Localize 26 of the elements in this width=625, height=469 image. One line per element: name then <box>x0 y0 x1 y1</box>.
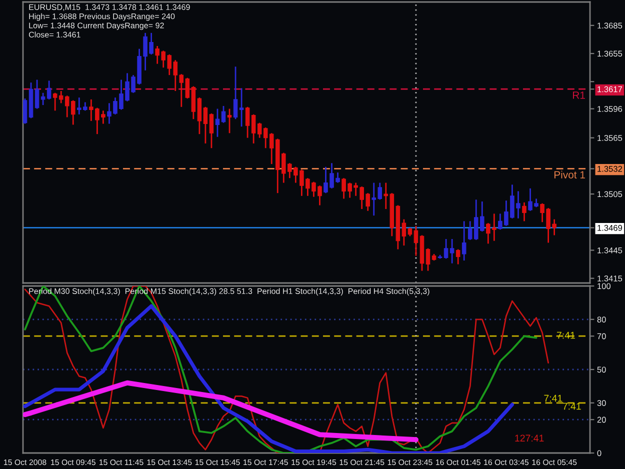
y-tick-label: 1.3469 <box>598 224 622 231</box>
annotation: 127:41 <box>515 434 544 442</box>
y-tick-label: 1.3655 <box>598 50 622 57</box>
y-tick-label: 1.3617 <box>598 86 622 92</box>
annotation: 7:41 <box>562 402 581 410</box>
y-tick-label: 0 <box>597 450 602 456</box>
y-tick-label: 70 <box>597 333 606 340</box>
annotation: Low= 1.3448 Current DaysRange= 92 <box>29 22 164 30</box>
annotation: 7:41 <box>544 394 562 402</box>
annotation: High= 1.3688 Previous DaysRange= 240 <box>29 13 175 21</box>
y-tick-label: 1.3505 <box>598 191 622 198</box>
y-tick-label: 1.3445 <box>598 247 622 254</box>
chart-title: EURUSD,M15 1.3473 1.3478 1.3461 1.3469 <box>29 4 190 11</box>
y-tick-label: 1.3532 <box>598 166 622 172</box>
y-tick-label: 30 <box>597 400 606 406</box>
annotation: Close= 1.3461 <box>28 32 80 38</box>
y-tick-label: 80 <box>597 316 606 322</box>
y-tick-label: 1.3565 <box>598 135 622 141</box>
y-tick-label: 50 <box>597 366 606 373</box>
y-tick-label: 100 <box>598 283 611 290</box>
ref-line-label: Pivot 1 <box>554 170 585 178</box>
y-tick-label: 1.3685 <box>598 22 622 29</box>
y-tick-label: 1.3415 <box>598 276 622 282</box>
y-tick-label: 20 <box>597 416 606 423</box>
ref-line-label: R1 <box>573 92 585 99</box>
y-tick-label: 1.3596 <box>598 106 622 112</box>
